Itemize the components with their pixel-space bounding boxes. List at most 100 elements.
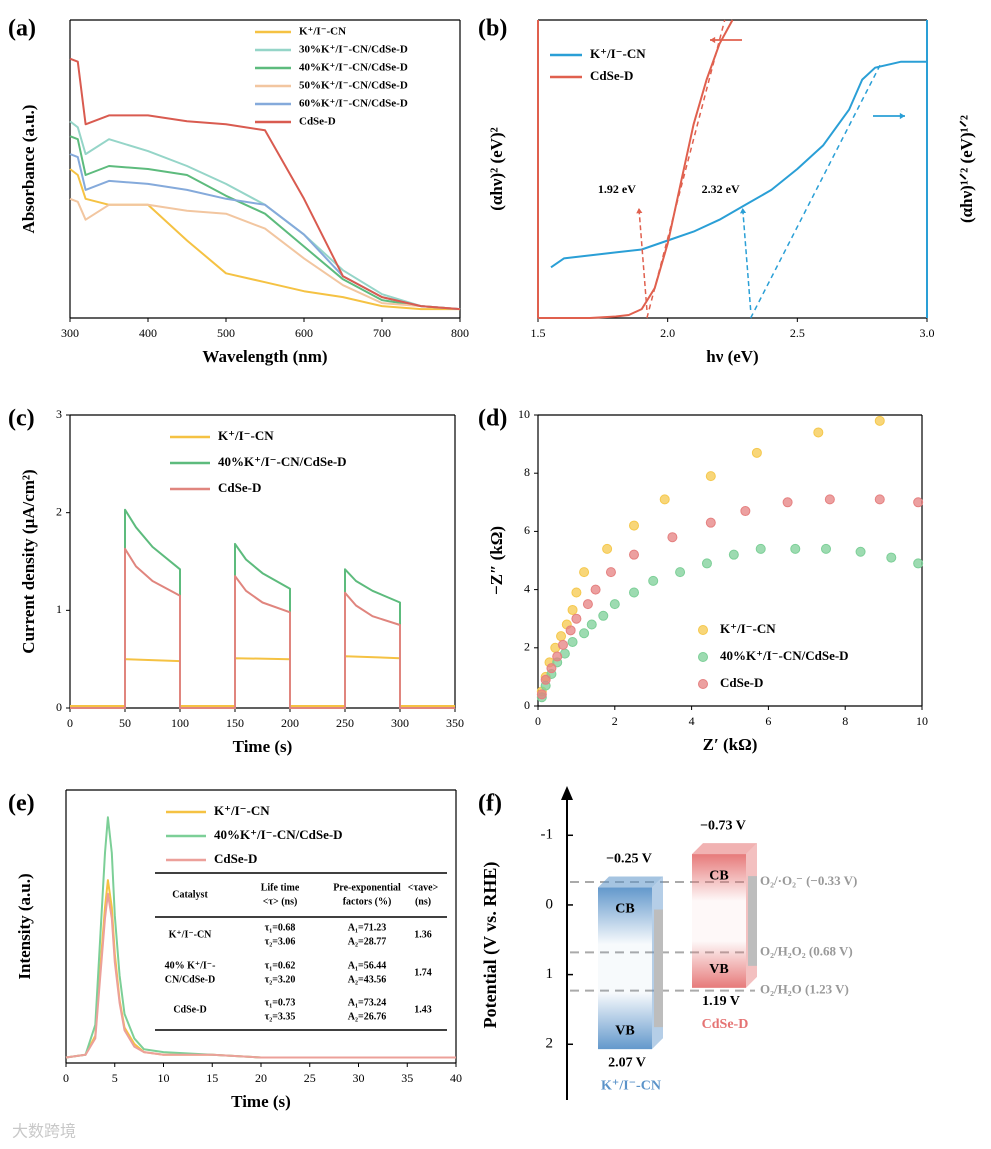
y2-axis-label: (αhν)¹ᐟ² (eV)¹ᐟ² <box>957 115 976 223</box>
x-tick-label: 150 <box>226 716 244 730</box>
legend-label: 40%K⁺/I⁻-CN/CdSe-D <box>214 827 343 842</box>
x-tick-label: 200 <box>281 716 299 730</box>
legend-label: 60%K⁺/I⁻-CN/CdSe-D <box>299 98 408 110</box>
cb-text: CB <box>615 902 634 917</box>
table-cell: A₂=43.56 <box>348 974 386 985</box>
table-cell: A₂=26.76 <box>348 1011 386 1022</box>
point <box>586 619 597 630</box>
vb-text: VB <box>709 962 728 977</box>
series-line <box>550 60 927 269</box>
x-tick-label: 500 <box>217 326 235 340</box>
legend-label: CdSe-D <box>299 116 336 128</box>
vb-value-label: 1.19 V <box>702 994 740 1009</box>
point <box>705 471 716 482</box>
y-axis-arrow <box>561 786 573 800</box>
x-tick-label: 800 <box>451 326 469 340</box>
legend-label: CdSe-D <box>214 851 257 866</box>
x-axis-label: Wavelength (nm) <box>202 347 327 366</box>
legend-label: CdSe-D <box>720 675 763 690</box>
y-tick-label: 1 <box>546 966 554 982</box>
table-cell: <τave> <box>408 882 439 893</box>
table-cell: Life time <box>261 882 300 893</box>
table-cell: τ₁=0.68 <box>265 922 296 933</box>
y-tick-label: 2 <box>546 1036 554 1052</box>
vb-value-label: 2.07 V <box>608 1055 646 1070</box>
point <box>701 558 712 569</box>
y-tick-label: 0 <box>56 700 62 714</box>
legend-label: K⁺/I⁻-CN <box>590 46 646 61</box>
point <box>874 415 885 426</box>
tangent-line <box>749 64 881 319</box>
legend-marker <box>698 679 708 689</box>
arrow-head <box>739 208 747 214</box>
panel-label: (d) <box>478 406 507 432</box>
y-tick-label: 2 <box>56 504 62 518</box>
legend-marker <box>698 652 708 662</box>
x-tick-label: 0 <box>63 1071 69 1085</box>
y-axis-label: Intensity (a.u.) <box>15 873 34 979</box>
point <box>913 497 924 508</box>
series-line <box>69 57 461 311</box>
table-cell: K⁺/I⁻-CN <box>169 929 213 940</box>
table-cell: A₂=28.77 <box>348 936 386 947</box>
series-line <box>70 655 455 707</box>
x-tick-label: 0 <box>67 716 73 730</box>
legend-label: K⁺/I⁻-CN <box>214 803 270 818</box>
cb-value-label: −0.25 V <box>606 852 652 867</box>
table-cell: τ₂=3.06 <box>265 936 296 947</box>
point <box>567 604 578 615</box>
arrow-head <box>636 208 643 214</box>
y-tick-label: 8 <box>524 465 530 479</box>
x-tick-label: 600 <box>295 326 313 340</box>
table-cell: 40% K⁺/I⁻- <box>165 960 216 971</box>
point <box>667 532 678 543</box>
vb-text: VB <box>615 1023 634 1038</box>
point <box>579 628 590 639</box>
x-tick-label: 35 <box>401 1071 413 1085</box>
x-tick-label: 300 <box>61 326 79 340</box>
point <box>648 575 659 586</box>
table-cell: CdSe-D <box>173 1004 206 1015</box>
x-tick-label: 20 <box>255 1071 267 1085</box>
point <box>546 663 557 674</box>
point <box>571 613 582 624</box>
point <box>913 558 924 569</box>
annotation: 1.92 eV <box>598 182 636 196</box>
legend-label: CdSe-D <box>218 480 261 495</box>
point <box>579 567 590 578</box>
transfer-bar <box>748 876 757 966</box>
series-line <box>69 197 461 311</box>
table-cell: τ₁=0.62 <box>265 960 296 971</box>
legend-label: 30%K⁺/I⁻-CN/CdSe-D <box>299 44 408 56</box>
point <box>728 549 739 560</box>
point <box>557 639 568 650</box>
point <box>813 427 824 438</box>
transfer-bar <box>654 909 663 1028</box>
x-tick-label: 25 <box>304 1071 316 1085</box>
legend-label: 50%K⁺/I⁻-CN/CdSe-D <box>299 80 408 92</box>
point <box>675 567 686 578</box>
table-cell: 1.74 <box>414 967 432 978</box>
point <box>755 543 766 554</box>
y-tick-label: 4 <box>524 581 530 595</box>
point <box>740 506 751 517</box>
legend-label: 40%K⁺/I⁻-CN/CdSe-D <box>218 454 347 469</box>
x-tick-label: 100 <box>171 716 189 730</box>
point <box>565 625 576 636</box>
y-tick-label: 0 <box>524 698 530 712</box>
point <box>782 497 793 508</box>
table-cell: (ns) <box>415 896 431 907</box>
table-cell: τ₂=3.20 <box>265 974 296 985</box>
legend-label: K⁺/I⁻-CN <box>299 26 346 38</box>
panel-label: (e) <box>8 791 35 817</box>
y-axis-label: Potential (V vs. RHE) <box>480 862 501 1029</box>
y-tick-label: 1 <box>56 602 62 616</box>
x-axis-label: hν (eV) <box>706 347 758 366</box>
table-cell: 1.43 <box>414 1004 432 1015</box>
x-tick-label: 4 <box>689 714 695 728</box>
band-top-face <box>598 876 663 888</box>
x-tick-label: 300 <box>391 716 409 730</box>
series-line <box>70 508 455 709</box>
y-axis-label: −Z″ (kΩ) <box>487 526 506 595</box>
point <box>886 552 897 563</box>
